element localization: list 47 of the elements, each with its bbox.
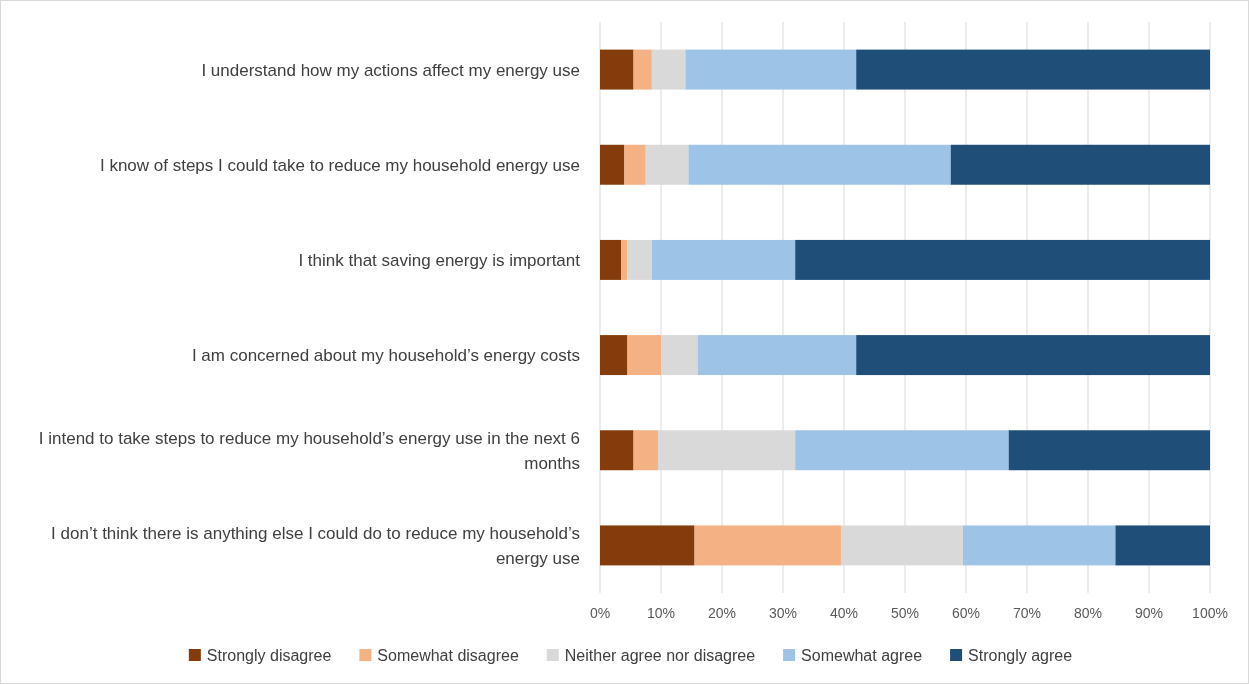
y-tick-label: I intend to take steps to reduce my household’s energy use in the next 6 months [38,428,580,473]
bar [600,144,625,185]
bar [697,335,857,376]
x-tick-label: 30% [768,605,798,621]
legend-label: Neither agree nor disagree [564,647,756,664]
bar [621,239,628,280]
bar [950,144,1210,185]
x-tick-label: 40% [829,605,859,621]
y-tick-label: I think that saving energy is important [298,250,581,270]
bar [633,430,658,471]
x-tick-label: 10% [646,605,676,621]
bar [627,239,652,280]
x-tick-label: 60% [951,605,981,621]
y-tick-label: I know of steps I could take to reduce my household energy use [99,155,580,175]
x-tick-label: 50% [890,605,920,621]
x-tick-label: 90% [1134,605,1164,621]
bar [600,525,695,566]
bar [627,335,661,376]
bar [962,525,1116,566]
bar [600,239,622,280]
bar [1008,430,1210,471]
legend-label: Strongly agree [968,647,1073,664]
bar [795,239,1210,280]
y-tick-label: I understand how my actions affect my energy use [201,60,580,80]
bar [600,49,634,90]
bar [600,430,634,471]
bar [1115,525,1210,566]
legend-label: Strongly disagree [206,647,332,664]
bar [685,49,857,90]
x-tick-label: 70% [1012,605,1042,621]
bar [624,144,646,185]
bar [694,525,841,566]
bar [633,49,652,90]
legend-label: Somewhat disagree [377,647,519,664]
x-tick-label: 20% [707,605,737,621]
legend-label: Somewhat agree [801,647,923,664]
x-tick-label: 0% [589,605,611,621]
y-tick-label: I don’t think there is anything else I could do to reduce my household’s energy use [51,523,580,568]
x-tick-label: 100% [1192,605,1228,621]
x-tick-label: 80% [1073,605,1103,621]
y-tick-label: I am concerned about my household’s energy costs [191,346,580,366]
bar [856,49,1210,90]
bar [856,335,1210,376]
bar [795,430,1009,471]
bar [651,239,796,280]
bar [688,144,951,185]
bar [600,335,628,376]
